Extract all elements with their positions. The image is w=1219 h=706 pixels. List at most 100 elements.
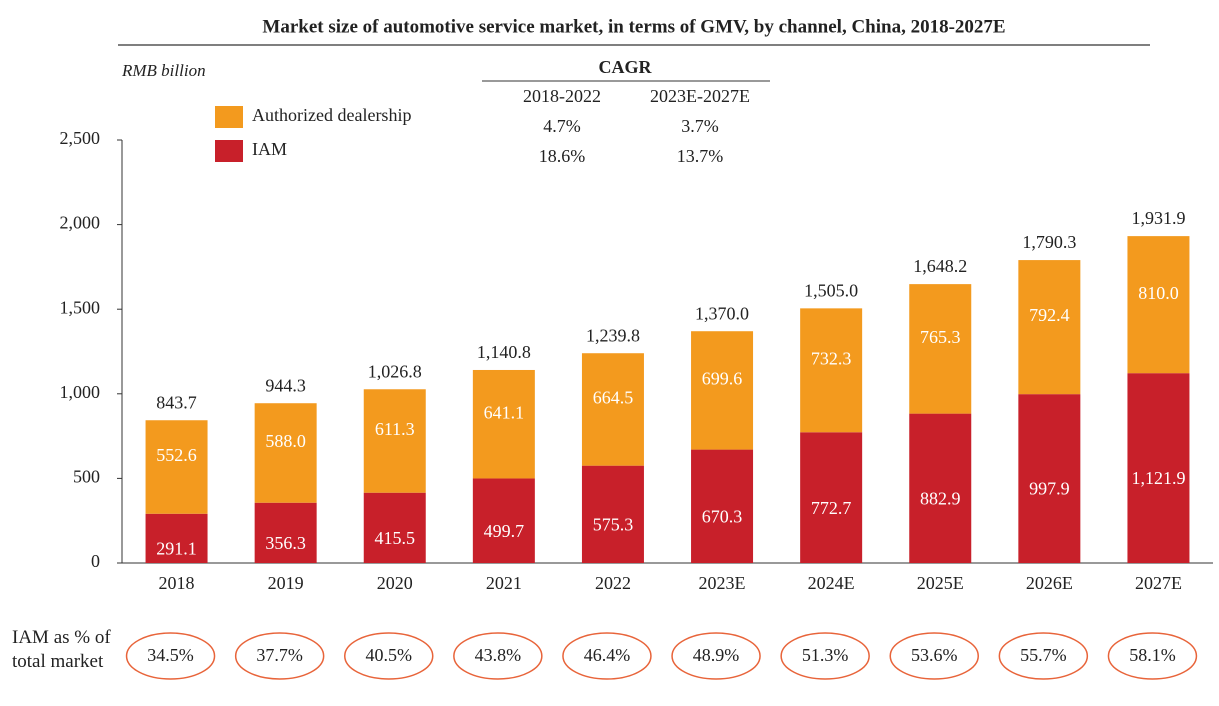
x-tick-label: 2019 — [268, 573, 304, 593]
cagr-value: 13.7% — [677, 146, 724, 166]
x-tick-label: 2025E — [917, 573, 964, 593]
total-label: 1,790.3 — [1022, 232, 1076, 252]
cagr-period: 2018-2022 — [523, 86, 601, 106]
bar-segment — [1127, 236, 1190, 374]
bar-segment — [581, 465, 644, 563]
y-tick-label: 1,000 — [60, 382, 101, 402]
share-ellipse — [562, 632, 652, 680]
bar-value-label: 997.9 — [1029, 479, 1070, 499]
bar-segment — [363, 389, 426, 493]
x-tick-label: 2021 — [486, 573, 522, 593]
bar-value-label: 552.6 — [156, 445, 197, 465]
x-tick-label: 2027E — [1135, 573, 1182, 593]
total-label: 1,648.2 — [913, 256, 967, 276]
total-label: 1,140.8 — [477, 342, 531, 362]
bar-value-label: 810.0 — [1138, 283, 1179, 303]
bar-value-label: 765.3 — [920, 327, 961, 347]
cagr-period: 2023E-2027E — [650, 86, 750, 106]
total-label: 1,505.0 — [804, 280, 858, 300]
bar-value-label: 588.0 — [265, 431, 306, 451]
y-tick-label: 2,000 — [60, 213, 101, 233]
share-value: 51.3% — [802, 645, 849, 665]
cagr-value: 3.7% — [681, 116, 719, 136]
total-label: 944.3 — [265, 375, 306, 395]
bar-segment — [472, 369, 535, 479]
cagr-value: 4.7% — [543, 116, 581, 136]
y-tick-label: 1,500 — [60, 297, 101, 317]
share-ellipse — [234, 632, 325, 680]
bar-value-label: 1,121.9 — [1131, 468, 1185, 488]
share-ellipse — [453, 632, 543, 680]
total-label: 1,370.0 — [695, 303, 749, 323]
bar-value-label: 732.3 — [811, 348, 852, 368]
bar-value-label: 611.3 — [375, 419, 415, 439]
legend-swatch — [215, 140, 243, 162]
share-ellipse — [344, 632, 434, 680]
unit-label: RMB billion — [121, 61, 206, 80]
bar-segment — [1018, 260, 1081, 395]
bar-segment — [1018, 394, 1081, 563]
share-ellipse — [125, 632, 216, 680]
cagr-value: 18.6% — [539, 146, 586, 166]
bar-value-label: 641.1 — [484, 402, 525, 422]
x-tick-label: 2026E — [1026, 573, 1073, 593]
bar-segment — [254, 502, 317, 563]
share-ellipse — [780, 632, 870, 680]
x-tick-label: 2023E — [699, 573, 746, 593]
y-tick-label: 500 — [73, 467, 100, 487]
bar-value-label: 772.7 — [811, 498, 852, 518]
bar-segment — [1127, 373, 1190, 563]
bar-segment — [691, 449, 754, 563]
share-value: 48.9% — [693, 645, 740, 665]
bar-segment — [254, 403, 317, 503]
bar-value-label: 575.3 — [593, 514, 634, 534]
bar-segment — [363, 492, 426, 563]
share-ellipse — [998, 632, 1089, 680]
share-ellipse — [889, 632, 979, 680]
bar-value-label: 670.3 — [702, 506, 743, 526]
share-value: 53.6% — [911, 645, 958, 665]
x-tick-label: 2022 — [595, 573, 631, 593]
share-value: 37.7% — [256, 645, 303, 665]
bar-segment — [909, 284, 972, 414]
share-ellipse — [671, 632, 761, 680]
bar-segment — [145, 513, 208, 563]
total-label: 843.7 — [156, 392, 197, 412]
share-value: 40.5% — [366, 645, 413, 665]
share-ellipse — [1107, 632, 1198, 680]
bar-value-label: 291.1 — [156, 538, 197, 558]
bar-segment — [691, 331, 754, 450]
bar-segment — [581, 353, 644, 466]
bar-segment — [800, 308, 863, 433]
total-label: 1,931.9 — [1131, 208, 1185, 228]
bar-value-label: 699.6 — [702, 369, 743, 389]
legend-swatch — [215, 106, 243, 128]
total-label: 1,026.8 — [368, 361, 422, 381]
x-tick-label: 2024E — [808, 573, 855, 593]
bar-segment — [472, 478, 535, 563]
cagr-title: CAGR — [599, 57, 653, 77]
bar-value-label: 499.7 — [484, 521, 525, 541]
bar-segment — [800, 432, 863, 563]
bar-value-label: 415.5 — [375, 528, 416, 548]
legend-label: Authorized dealership — [252, 105, 411, 125]
x-tick-label: 2018 — [159, 573, 195, 593]
y-tick-label: 0 — [91, 551, 100, 571]
bar-value-label: 356.3 — [265, 533, 306, 553]
share-label: IAM as % of total market — [12, 627, 111, 672]
share-value: 34.5% — [147, 645, 194, 665]
legend-label: IAM — [252, 139, 287, 159]
bar-value-label: 792.4 — [1029, 305, 1070, 325]
bar-segment — [145, 420, 208, 514]
share-value: 55.7% — [1020, 645, 1067, 665]
share-value: 58.1% — [1129, 645, 1176, 665]
x-tick-label: 2020 — [377, 573, 413, 593]
bar-value-label: 882.9 — [920, 488, 961, 508]
share-value: 43.8% — [475, 645, 522, 665]
chart-title: Market size of automotive service market… — [262, 16, 1005, 37]
total-label: 1,239.8 — [586, 325, 640, 345]
y-tick-label: 2,500 — [60, 128, 101, 148]
bar-value-label: 664.5 — [593, 388, 634, 408]
